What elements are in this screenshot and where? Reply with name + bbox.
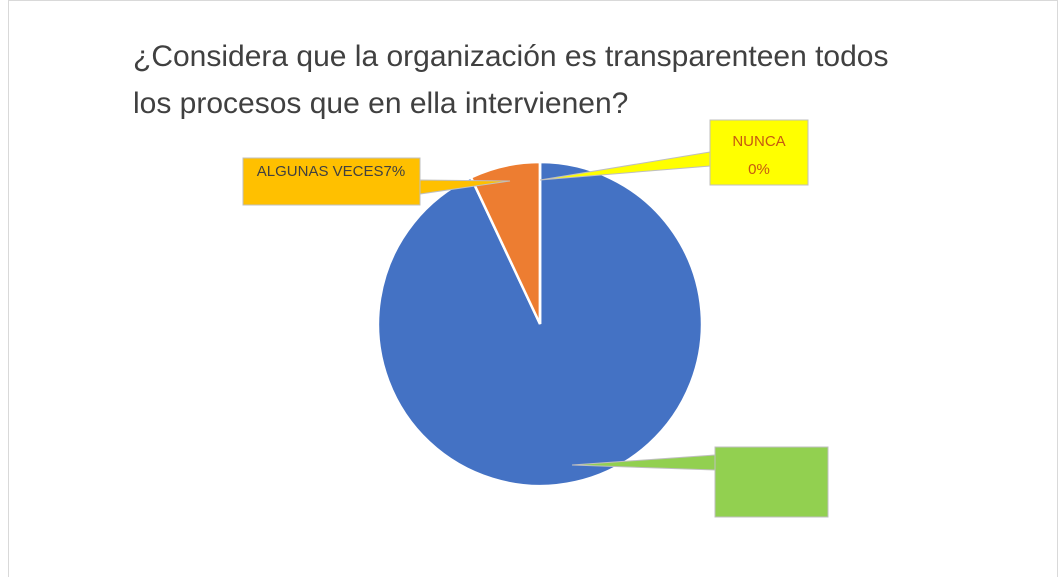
chart-title: ¿Considera que la organización es transp… bbox=[133, 40, 888, 73]
value-label: 7% bbox=[384, 163, 406, 180]
category-label: ALGUNAS VECES bbox=[257, 163, 384, 180]
category-label: NUNCA bbox=[732, 133, 785, 150]
value-label: 0% bbox=[748, 161, 770, 178]
data-label: ALGUNAS VECES7% bbox=[257, 163, 405, 180]
pie bbox=[376, 160, 704, 488]
callout-box bbox=[714, 446, 829, 518]
callout-box bbox=[709, 119, 809, 186]
chart-title: los procesos que en ella intervienen? bbox=[133, 87, 628, 120]
callout-box bbox=[242, 157, 421, 206]
